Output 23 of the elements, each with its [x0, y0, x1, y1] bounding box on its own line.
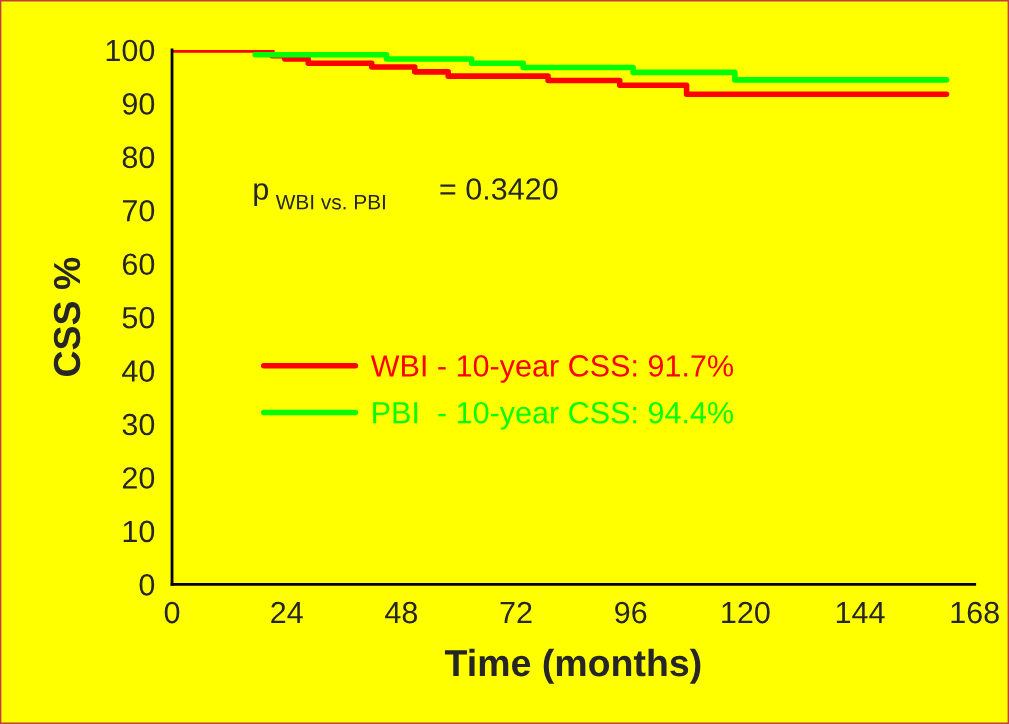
y-tick-label: 40: [122, 360, 155, 382]
x-axis-title: Time (months): [444, 648, 701, 684]
legend-label: WBI - 10-year CSS: 91.7%: [370, 355, 733, 383]
y-tick-label: 20: [122, 467, 155, 489]
y-tick-label: 50: [122, 306, 155, 329]
x-tick-label: 120: [722, 601, 770, 624]
y-tick-label: 90: [122, 93, 155, 115]
x-tick-label: 72: [500, 601, 532, 624]
y-tick-label: 70: [122, 199, 155, 222]
y-tick-label: 0: [139, 574, 155, 596]
legend-label: PBI - 10-year CSS: 94.4%: [373, 401, 734, 430]
y-tick-label: 30: [122, 413, 155, 436]
y-axis-title: CSS %: [53, 257, 81, 377]
y-tick-label: 100: [106, 39, 155, 62]
y-tick-label: 80: [122, 146, 155, 169]
x-tick-label: 96: [615, 601, 647, 624]
y-tick-label: 10: [123, 520, 155, 543]
x-tick-label: 0: [164, 601, 180, 624]
x-tick-label: 144: [836, 602, 885, 624]
y-tick-label: 60: [122, 253, 155, 276]
x-tick-label: 24: [271, 601, 303, 624]
x-tick-label: 168: [951, 601, 999, 624]
x-tick-label: 48: [385, 601, 418, 624]
